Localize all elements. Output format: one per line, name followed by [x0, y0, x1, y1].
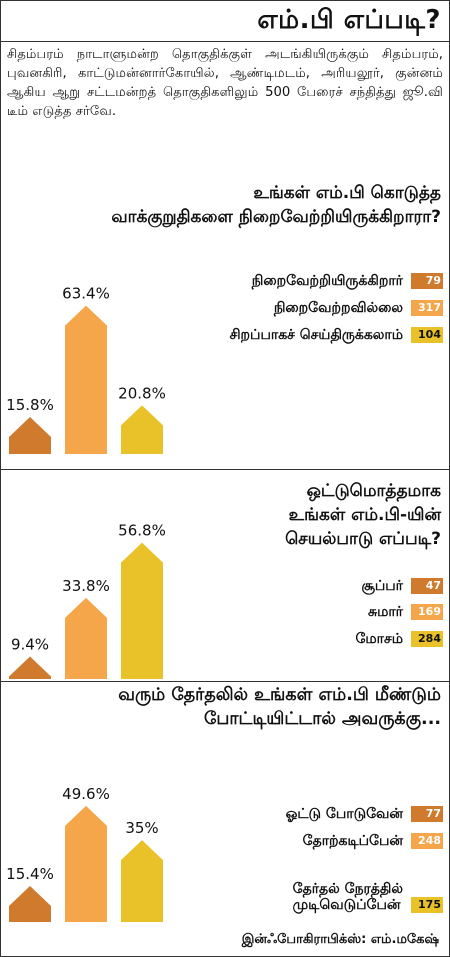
bar	[65, 805, 107, 922]
bar	[65, 305, 107, 454]
chart-2-title: ஒட்டுமொத்தமாக உங்கள் எம்.பி-யின் செயல்பா…	[285, 479, 441, 551]
legend-label-line: தோற்கடிப்பேன்	[302, 833, 403, 849]
bar-value-label: 49.6%	[62, 785, 110, 803]
bar	[9, 417, 51, 454]
legend-label-line: முடிவெடுப்பேன்	[292, 897, 401, 913]
legend-label: தேர்தல் நேரத்தில் முடிவெடுப்பேன்	[293, 881, 403, 913]
legend-label-line: மோசம்	[355, 631, 403, 647]
legend-item: ஓட்டு போடுவேன் 77	[286, 805, 443, 823]
legend-count: 79	[411, 273, 443, 289]
legend-item: மோசம் 284	[355, 630, 443, 648]
legend-count: 317	[411, 300, 443, 316]
legend-label: நிறைவேற்றியிருக்கிறார்	[252, 273, 403, 289]
chart-2-title-line: செயல்பாடு எப்படி?	[285, 529, 441, 549]
bar	[121, 840, 163, 922]
chart-1-title-line: வாக்குறுதிகளை நிறைவேற்றியிருக்கிறாரா?	[111, 207, 441, 227]
bar-value-label: 20.8%	[118, 384, 166, 402]
header: எம்.பி எப்படி?	[1, 1, 449, 42]
legend-label-line: ஓட்டு போடுவேன்	[285, 806, 403, 822]
legend-item: தோற்கடிப்பேன் 248	[303, 832, 443, 850]
bar-value-label: 35%	[125, 819, 158, 837]
chart-1-title-line: உங்கள் எம்.பி கொடுத்த	[253, 183, 441, 203]
chart-2-title-line: ஒட்டுமொத்தமாக	[306, 481, 441, 501]
legend-item: சுமார் 169	[368, 603, 443, 621]
legend-count: 47	[411, 578, 443, 594]
bar-value-label: 33.8%	[62, 577, 110, 595]
legend-count: 284	[411, 631, 443, 647]
bar	[121, 405, 163, 454]
legend-item: தேர்தல் நேரத்தில் முடிவெடுப்பேன் 175	[293, 877, 443, 913]
bar-value-label: 56.8%	[118, 522, 166, 540]
divider	[1, 681, 449, 682]
bar-value-label: 9.4%	[11, 635, 49, 653]
legend-label-line: தேர்தல் நேரத்தில்	[292, 881, 403, 897]
chart-3-title-line: வரும் தேர்தலில் உங்கள் எம்.பி மீண்டும்	[118, 685, 441, 705]
bar-value-label: 63.4%	[62, 285, 110, 303]
bar-value-label: 15.8%	[6, 396, 54, 414]
legend-label: மோசம்	[355, 631, 403, 647]
legend-label: தோற்கடிப்பேன்	[303, 833, 403, 849]
bar	[65, 597, 107, 679]
legend-label: ஓட்டு போடுவேன்	[286, 806, 403, 822]
page-title: எம்.பி எப்படி?	[257, 5, 441, 35]
legend-count: 248	[411, 833, 443, 849]
legend-label-line: நிறைவேற்றியிருக்கிறார்	[251, 273, 403, 289]
legend-label-line: நிறைவேற்றவில்லை	[273, 300, 403, 316]
legend-count: 175	[411, 897, 443, 913]
legend-label-line: சிறப்பாகச் செய்திருக்கலாம்	[229, 327, 403, 343]
legend-label-line: சூப்பர்	[361, 578, 403, 594]
legend-item: சூப்பர் 47	[361, 577, 443, 595]
chart-1-plot: 15.8% 63.4% 20.8%	[6, 285, 166, 454]
legend-count: 104	[411, 327, 443, 343]
credit-text: இன்ஃபோகிராபிக்ஸ்: எம்.மகேஷ்	[241, 932, 439, 947]
legend-label: சிறப்பாகச் செய்திருக்கலாம்	[230, 327, 403, 343]
bar-value-label: 15.4%	[6, 865, 54, 883]
chart-2-title-line: உங்கள் எம்.பி-யின்	[288, 505, 441, 525]
divider	[1, 469, 449, 470]
legend-label: நிறைவேற்றவில்லை	[274, 300, 403, 316]
legend-label-line: சுமார்	[367, 604, 403, 620]
legend-count: 77	[411, 806, 443, 822]
bar	[121, 542, 163, 679]
intro-text: சிதம்பரம் நாடாளுமன்ற தொகுதிக்குள் அடங்கி…	[7, 47, 443, 119]
legend-label: சூப்பர்	[361, 578, 403, 594]
bar	[9, 656, 51, 679]
legend-label: சுமார்	[368, 604, 403, 620]
chart-3-title: வரும் தேர்தலில் உங்கள் எம்.பி மீண்டும் ப…	[118, 683, 441, 731]
legend-count: 169	[411, 604, 443, 620]
chart-1-title: உங்கள் எம்.பி கொடுத்த வாக்குறுதிகளை நிறை…	[111, 181, 441, 229]
legend-item: சிறப்பாகச் செய்திருக்கலாம் 104	[230, 326, 443, 344]
chart-2-plot: 9.4% 33.8% 56.8%	[9, 522, 166, 679]
legend-item: நிறைவேற்றியிருக்கிறார் 79	[252, 272, 443, 290]
bar	[9, 885, 51, 922]
legend-item: நிறைவேற்றவில்லை 317	[274, 299, 443, 317]
chart-3-title-line: போட்டியிட்டால் அவருக்கு...	[203, 709, 441, 729]
chart-3-plot: 15.4% 49.6% 35%	[6, 785, 163, 922]
